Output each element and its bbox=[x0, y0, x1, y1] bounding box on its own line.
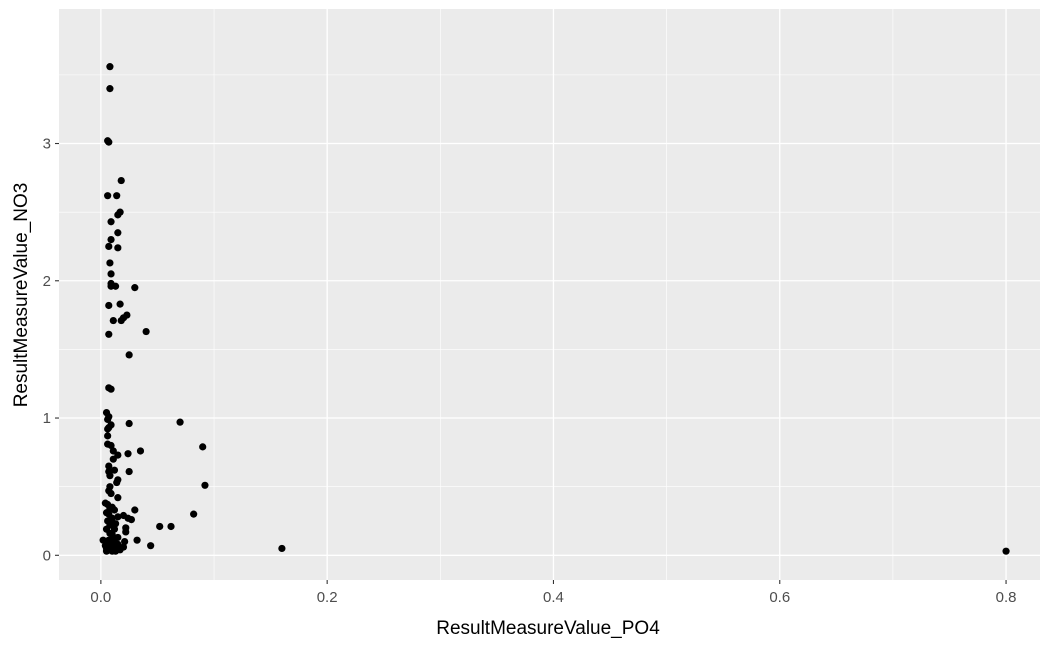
data-point bbox=[104, 432, 112, 440]
data-point bbox=[110, 466, 119, 474]
major-gridlines bbox=[59, 9, 1040, 580]
data-point bbox=[131, 506, 139, 514]
data-point bbox=[114, 494, 122, 502]
data-point bbox=[107, 385, 115, 393]
data-point bbox=[122, 528, 130, 536]
data-point bbox=[1002, 547, 1010, 555]
data-point bbox=[110, 506, 119, 514]
data-point bbox=[104, 192, 112, 200]
y-axis-ticks: 0 1 2 3 bbox=[43, 136, 59, 564]
data-point bbox=[121, 537, 129, 546]
data-point bbox=[147, 542, 155, 550]
data-point bbox=[99, 536, 107, 544]
data-point bbox=[167, 522, 175, 531]
data-point bbox=[105, 242, 113, 251]
data-point bbox=[201, 481, 209, 489]
data-point bbox=[176, 418, 184, 426]
data-point bbox=[114, 229, 122, 237]
data-point bbox=[113, 192, 121, 200]
data-point bbox=[105, 138, 113, 146]
data-point bbox=[133, 536, 141, 544]
data-point bbox=[107, 489, 115, 498]
x-axis-ticks: 0.0 0.2 0.4 0.6 0.8 bbox=[90, 580, 1016, 606]
data-point bbox=[111, 520, 120, 528]
data-point bbox=[116, 546, 124, 554]
data-point bbox=[105, 462, 113, 470]
y-tick-label: 3 bbox=[43, 136, 51, 153]
data-point bbox=[106, 472, 114, 480]
data-point bbox=[124, 450, 132, 458]
plot-panel bbox=[59, 9, 1040, 580]
data-point bbox=[106, 63, 114, 71]
data-point bbox=[113, 478, 121, 487]
data-point bbox=[117, 176, 125, 185]
data-point bbox=[116, 300, 124, 308]
data-point bbox=[114, 513, 122, 521]
data-point bbox=[104, 415, 112, 424]
data-point bbox=[106, 259, 114, 267]
data-point bbox=[131, 284, 139, 292]
data-point bbox=[127, 516, 136, 524]
x-tick-label: 0.8 bbox=[996, 589, 1017, 606]
data-point bbox=[114, 244, 122, 252]
data-point bbox=[136, 447, 145, 455]
data-point bbox=[117, 316, 125, 325]
data-point bbox=[125, 351, 133, 359]
x-tick-label: 0.6 bbox=[769, 589, 790, 606]
data-point bbox=[114, 211, 122, 219]
x-tick-label: 0.0 bbox=[90, 589, 111, 606]
x-axis-title: ResultMeasureValue_PO4 bbox=[436, 618, 660, 639]
x-tick-label: 0.4 bbox=[543, 589, 564, 606]
data-point bbox=[109, 316, 117, 325]
y-axis-title: ResultMeasureValue_NO3 bbox=[11, 183, 32, 408]
data-point bbox=[125, 467, 133, 476]
data-point bbox=[107, 218, 115, 226]
data-point bbox=[105, 301, 113, 310]
data-point bbox=[125, 419, 133, 428]
data-point bbox=[107, 235, 115, 244]
data-point bbox=[105, 330, 113, 338]
data-point bbox=[278, 544, 286, 553]
data-point bbox=[109, 455, 117, 463]
data-point bbox=[106, 85, 114, 93]
data-point bbox=[111, 282, 120, 290]
data-point bbox=[156, 522, 164, 531]
minor-gridlines bbox=[59, 9, 1040, 580]
data-point bbox=[107, 270, 115, 278]
data-point bbox=[107, 441, 115, 450]
y-tick-label: 0 bbox=[43, 547, 51, 564]
data-points bbox=[99, 63, 1010, 555]
data-point bbox=[102, 547, 111, 555]
y-tick-label: 2 bbox=[43, 273, 51, 290]
x-tick-label: 0.2 bbox=[317, 589, 338, 606]
data-point bbox=[142, 327, 150, 336]
data-point bbox=[190, 510, 198, 518]
y-tick-label: 1 bbox=[43, 410, 51, 427]
data-point bbox=[199, 443, 207, 451]
data-point bbox=[104, 425, 112, 433]
